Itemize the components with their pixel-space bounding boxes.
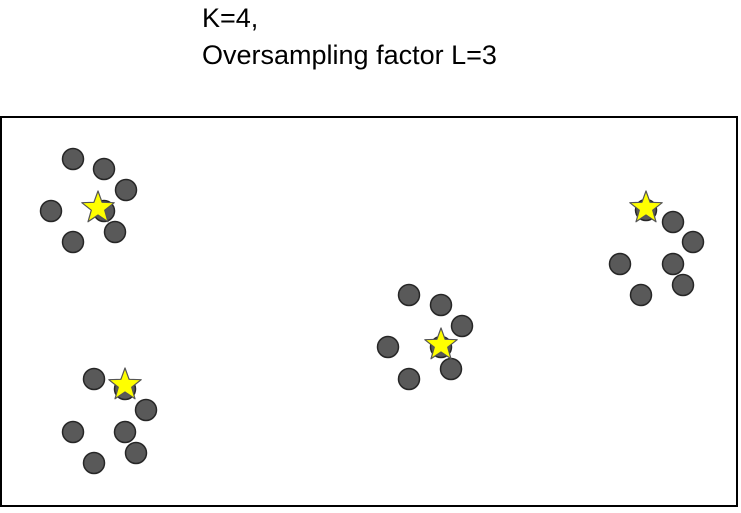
- data-point: [397, 283, 421, 307]
- data-point: [450, 314, 474, 338]
- plot-frame: [0, 116, 738, 507]
- data-point: [39, 199, 63, 223]
- data-point: [103, 220, 127, 244]
- data-point: [671, 273, 695, 297]
- data-point: [61, 230, 85, 254]
- star-icon: [424, 327, 458, 360]
- data-point: [661, 210, 685, 234]
- data-point: [82, 367, 106, 391]
- data-point: [134, 398, 158, 422]
- data-point: [61, 420, 85, 444]
- star-icon: [108, 367, 142, 400]
- cluster-4: [61, 367, 158, 475]
- data-point: [429, 293, 453, 317]
- data-point: [113, 420, 137, 444]
- star-icon: [81, 190, 115, 223]
- cluster-3: [376, 283, 474, 391]
- data-point: [608, 252, 632, 276]
- data-point: [397, 367, 421, 391]
- star-icon: [629, 190, 663, 223]
- data-point: [629, 283, 653, 307]
- data-point: [61, 147, 85, 171]
- data-point: [681, 230, 705, 254]
- data-point: [661, 252, 685, 276]
- data-point: [82, 451, 106, 475]
- data-point: [376, 335, 400, 359]
- title-oversampling: Oversampling factor L=3: [202, 40, 497, 70]
- data-point: [92, 157, 116, 181]
- title-k: K=4,: [202, 3, 259, 33]
- data-point: [124, 441, 148, 465]
- data-point: [439, 357, 463, 381]
- cluster-1: [39, 147, 138, 254]
- cluster-2: [608, 190, 705, 307]
- data-point: [114, 178, 138, 202]
